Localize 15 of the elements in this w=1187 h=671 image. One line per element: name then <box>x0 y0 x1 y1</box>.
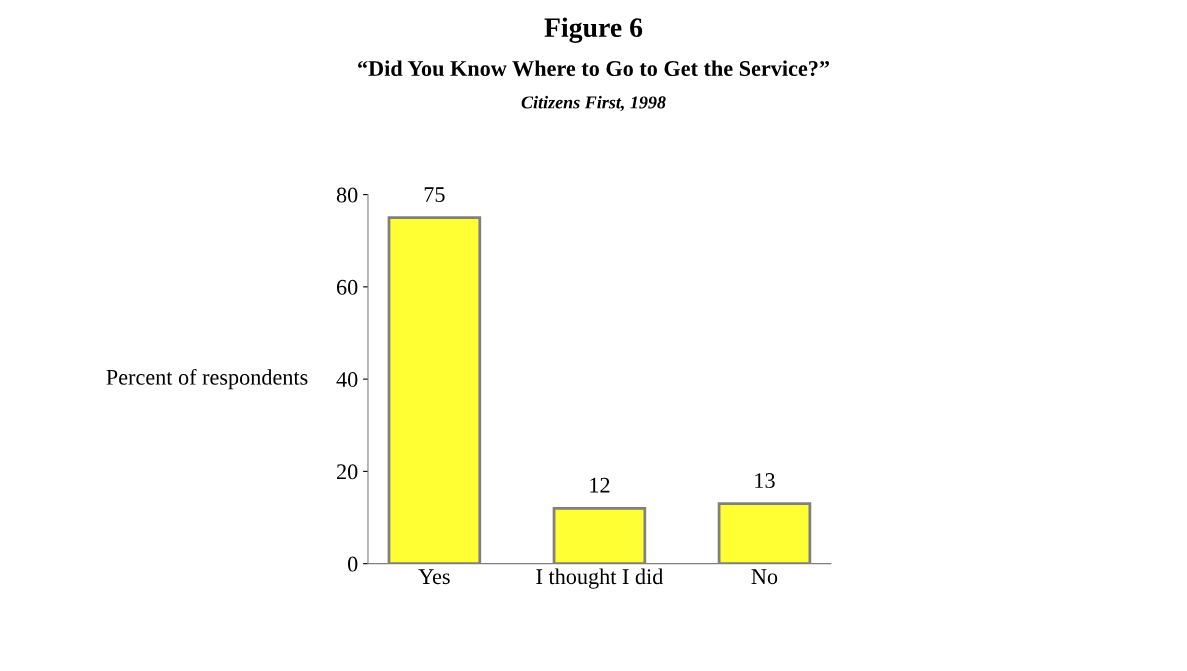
y-tick-label: 0 <box>347 556 358 572</box>
y-tick-label: 20 <box>337 464 358 480</box>
x-tick-label: Yes <box>418 569 450 585</box>
chart-title: Figure 6 <box>544 17 643 43</box>
y-tick-label: 80 <box>336 187 358 203</box>
x-tick-label: I thought I did <box>536 568 664 589</box>
text: Citizens First, 1998 <box>521 95 666 112</box>
y-tick-label: 60 <box>336 279 358 295</box>
x-tick-label: No <box>751 569 778 585</box>
data-label: 12 <box>590 477 610 493</box>
data-label: 13 <box>755 473 775 489</box>
chart-subtitle: “Did You Know Where to Go to Get the Service?” <box>358 60 830 77</box>
data-label: 75 <box>424 187 445 203</box>
y-tick-label: 40 <box>336 372 358 388</box>
y-axis-title: Percent of respondents <box>106 368 308 390</box>
